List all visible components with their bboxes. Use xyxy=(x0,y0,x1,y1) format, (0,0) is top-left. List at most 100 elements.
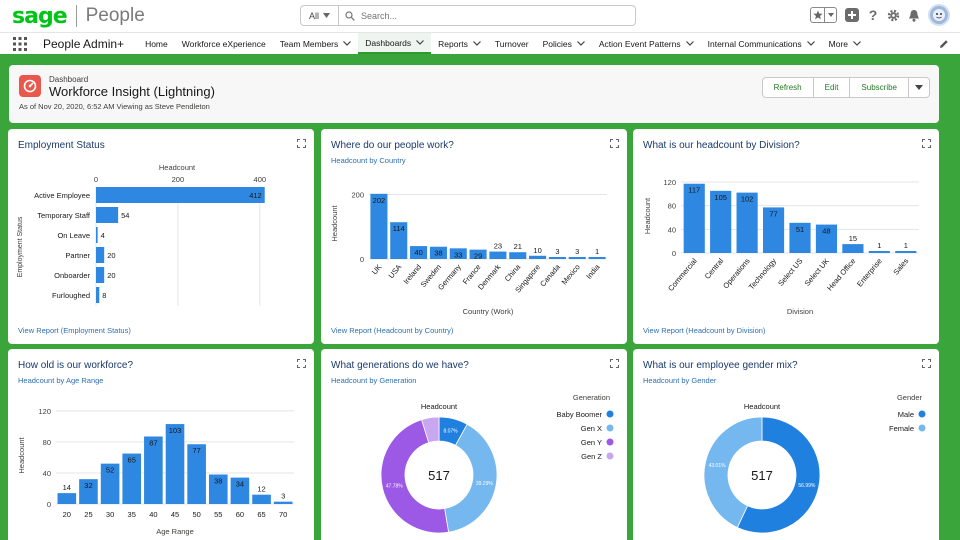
bar xyxy=(815,224,838,253)
expand-icon[interactable] xyxy=(296,358,307,371)
more-actions-button[interactable] xyxy=(908,77,930,98)
search-input[interactable] xyxy=(361,10,611,21)
nav-item-turnover[interactable]: Turnover xyxy=(488,33,536,54)
nav-item-action-event-patterns[interactable]: Action Event Patterns xyxy=(592,33,701,54)
legend-marker xyxy=(918,410,926,418)
x-axis-title: Headcount xyxy=(159,163,196,172)
donut-slice xyxy=(380,419,450,534)
expand-icon[interactable] xyxy=(609,358,620,371)
donut-slice xyxy=(444,423,498,533)
data-label: 40 xyxy=(414,248,422,257)
generation-chart: Headcount 8.07% 39.29% 47.78% 517 Generation B… xyxy=(380,393,614,534)
y-tick-label: 80 xyxy=(668,202,676,211)
chevron-down-icon[interactable] xyxy=(825,8,836,22)
app-launcher-icon[interactable] xyxy=(13,36,35,51)
edit-button[interactable]: Edit xyxy=(812,77,851,98)
bar xyxy=(100,463,120,504)
y-tick-label: 40 xyxy=(43,469,51,478)
data-label: 202 xyxy=(373,196,386,205)
y-tick-label: 0 xyxy=(360,255,364,264)
star-icon[interactable] xyxy=(811,8,826,22)
user-avatar[interactable] xyxy=(928,4,950,26)
chevron-down-icon[interactable] xyxy=(416,40,425,45)
data-label: 21 xyxy=(514,242,522,251)
category-label: Canada xyxy=(538,262,562,289)
nav-item-label: Dashboards xyxy=(365,37,412,48)
legend-marker xyxy=(918,424,926,432)
logo-people-text: People xyxy=(85,5,145,26)
expand-icon[interactable] xyxy=(921,138,932,151)
nav-item-workforce-experience[interactable]: Workforce eXperience xyxy=(175,33,273,54)
category-label: 45 xyxy=(171,510,179,519)
y-axis-title: Headcount xyxy=(17,436,26,473)
add-icon[interactable] xyxy=(845,8,859,22)
view-report-link[interactable]: View Report (Headcount by Country) xyxy=(331,326,454,335)
chevron-down-icon[interactable] xyxy=(576,41,585,46)
category-label: 70 xyxy=(279,510,287,519)
chevron-down-icon[interactable] xyxy=(685,41,694,46)
widget-title: What is our employee gender mix? xyxy=(643,360,798,371)
category-label: Temporary Staff xyxy=(37,211,91,220)
employment-status-chart: Headcount 0 200 400 Employment Status Active … xyxy=(17,163,267,306)
category-label: 35 xyxy=(128,510,136,519)
expand-icon[interactable] xyxy=(609,138,620,151)
widget-title: What is our headcount by Division? xyxy=(643,140,800,151)
nav-item-home[interactable]: Home xyxy=(138,33,175,54)
view-report-link[interactable]: View Report (Headcount by Division) xyxy=(643,326,766,335)
legend-marker xyxy=(606,424,614,432)
y-axis-title: Employment Status xyxy=(17,216,24,277)
widget-generation: Headcount 8.07% 39.29% 47.78% 517 Generation B… xyxy=(321,349,627,540)
expand-icon[interactable] xyxy=(296,138,307,151)
gear-icon[interactable] xyxy=(887,9,900,22)
data-label: 77 xyxy=(192,446,200,455)
subscribe-button[interactable]: Subscribe xyxy=(849,77,909,98)
bar xyxy=(789,222,811,253)
category-label: UK xyxy=(370,263,384,277)
help-icon[interactable]: ? xyxy=(867,8,879,22)
nav-item-dashboards[interactable]: Dashboards xyxy=(358,33,432,54)
category-label: 40 xyxy=(149,510,157,519)
app-logo[interactable]: sage People xyxy=(12,4,145,29)
data-label: 77 xyxy=(769,209,777,218)
nav-item-more[interactable]: More xyxy=(822,33,868,54)
nav-item-team-members[interactable]: Team Members xyxy=(273,33,359,54)
y-axis-title: Headcount xyxy=(330,204,339,241)
nav-item-policies[interactable]: Policies xyxy=(536,33,592,54)
slice-label: 39.29% xyxy=(476,481,494,487)
search-scope-select[interactable]: All xyxy=(301,6,339,25)
data-label: 3 xyxy=(555,247,559,256)
widget-gender: Headcount 56.99% 43.01% 517 Gender Male Female… xyxy=(633,349,939,540)
bell-icon[interactable] xyxy=(908,9,920,22)
chevron-down-icon[interactable] xyxy=(472,41,481,46)
data-label: 3 xyxy=(281,492,285,501)
bar xyxy=(762,207,785,253)
bar xyxy=(895,251,917,253)
legend-label: Gen Z xyxy=(581,452,602,461)
x-tick-label: 400 xyxy=(254,175,267,184)
nav-item-internal-communications[interactable]: Internal Communications xyxy=(701,33,822,54)
logo-sage-text: sage xyxy=(12,3,68,29)
view-report-link[interactable]: View Report (Employment Status) xyxy=(18,326,131,335)
pencil-icon[interactable] xyxy=(939,39,949,52)
bar xyxy=(57,493,77,504)
category-label: Partner xyxy=(65,251,90,260)
bar xyxy=(548,257,566,259)
category-label: 25 xyxy=(84,510,92,519)
refresh-button[interactable]: Refresh xyxy=(761,77,814,98)
nav-item-reports[interactable]: Reports xyxy=(431,33,488,54)
chevron-down-icon[interactable] xyxy=(853,41,861,46)
expand-icon[interactable] xyxy=(921,358,932,371)
slice-label: 8.07% xyxy=(443,428,458,434)
chevron-down-icon[interactable] xyxy=(806,41,815,46)
data-label: 20 xyxy=(107,271,115,280)
dashboard-type-label: Dashboard xyxy=(49,75,89,84)
bar xyxy=(868,251,890,253)
dashboard-icon xyxy=(19,75,41,97)
dashboard-actions: Refresh Edit Subscribe xyxy=(761,77,930,98)
widget-title: Employment Status xyxy=(18,140,105,151)
data-label: 4 xyxy=(101,231,105,240)
app-nav-bar: People Admin+ Home Workforce eXperience Te… xyxy=(0,32,960,54)
chevron-down-icon[interactable] xyxy=(343,41,352,46)
bar xyxy=(252,494,271,504)
legend-label: Female xyxy=(889,424,914,433)
